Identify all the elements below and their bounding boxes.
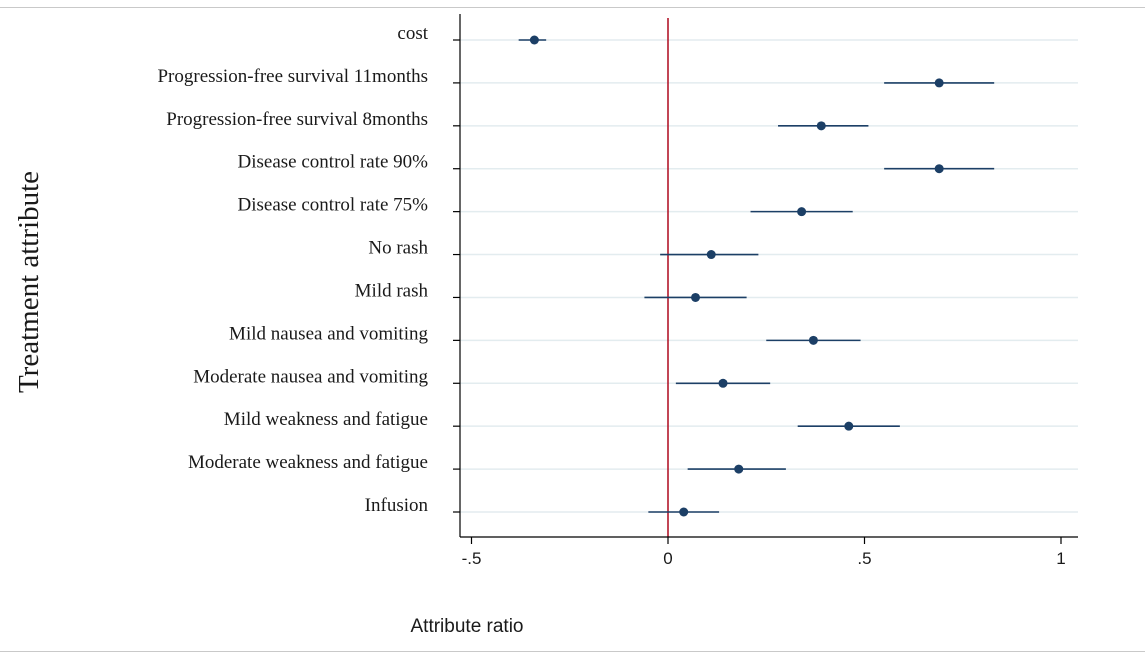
category-label: Disease control rate 75%: [238, 195, 429, 216]
estimate-point: [816, 121, 826, 131]
estimate-point: [934, 78, 944, 88]
confidence-intervals: [518, 39, 995, 513]
category-label: Moderate nausea and vomiting: [193, 366, 428, 387]
gridlines: [460, 39, 1078, 513]
estimate-point: [691, 292, 701, 302]
estimate-point: [797, 207, 807, 217]
x-tick-label: 0: [663, 549, 672, 568]
top-border-rule: [0, 7, 1145, 8]
estimate-point: [529, 35, 539, 45]
x-tick-labels: -.5 0 .5 1: [462, 549, 1066, 568]
category-labels: cost Progression-free survival 11months Pr…: [157, 23, 428, 516]
category-label: No rash: [368, 238, 428, 259]
y-axis-title: Treatment attribute: [13, 171, 45, 393]
category-label: Moderate weakness and fatigue: [188, 452, 428, 473]
estimate-point: [718, 378, 728, 388]
bottom-border-rule: [0, 651, 1145, 652]
category-label: Progression-free survival 8months: [166, 109, 428, 130]
category-label: Disease control rate 90%: [238, 152, 429, 173]
estimate-point: [734, 464, 744, 474]
x-axis-title: Attribute ratio: [411, 616, 524, 637]
x-axis-ticks: [470, 537, 1062, 544]
estimate-point: [844, 421, 854, 431]
y-axis-ticks: [453, 39, 460, 513]
estimate-point: [934, 164, 944, 174]
category-label: cost: [397, 23, 428, 44]
category-label: Mild nausea and vomiting: [229, 323, 428, 344]
estimate-point: [706, 250, 716, 260]
x-tick-label: 1: [1056, 549, 1065, 568]
x-tick-label: -.5: [462, 549, 482, 568]
estimate-point: [679, 507, 689, 517]
estimate-point: [808, 335, 818, 345]
category-label: Infusion: [365, 495, 429, 516]
point-estimates: [529, 35, 944, 517]
category-label: Progression-free survival 11months: [157, 66, 428, 87]
x-tick-label: .5: [857, 549, 871, 568]
category-label: Mild weakness and fatigue: [224, 409, 428, 430]
category-label: Mild rash: [355, 280, 429, 301]
